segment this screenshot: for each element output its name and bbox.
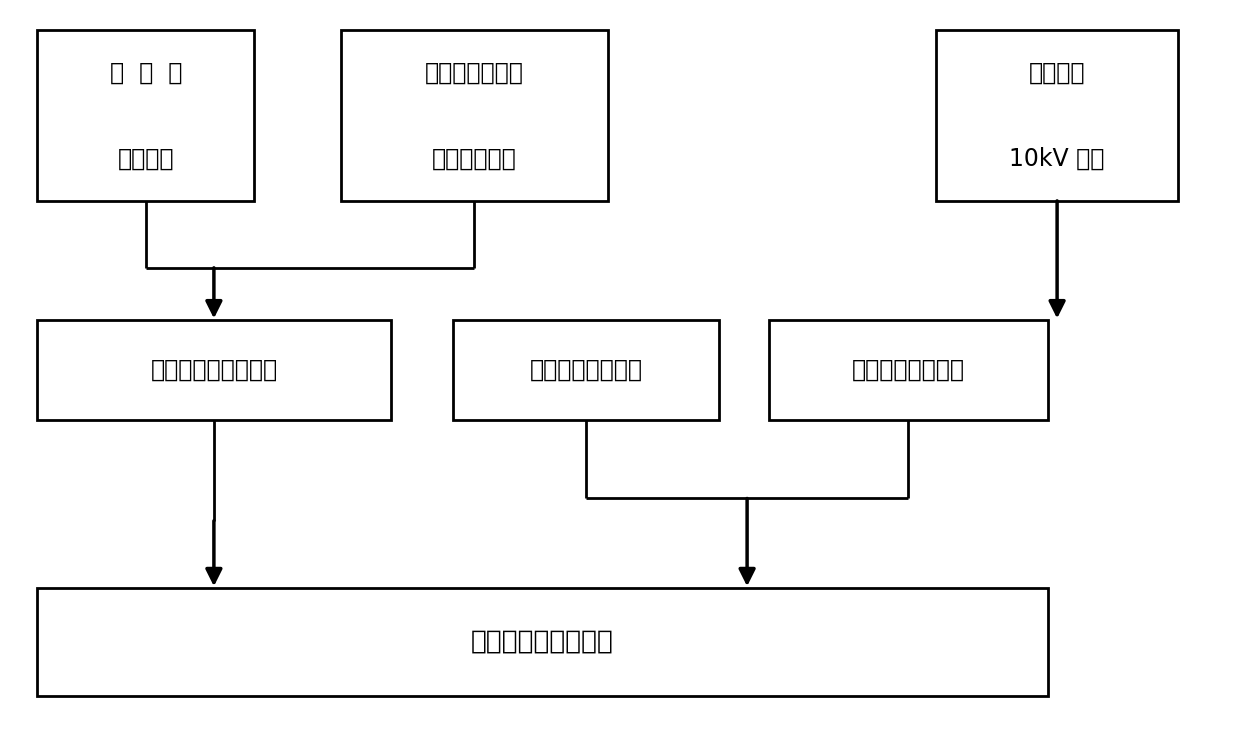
Text: 负荷最大需量设定: 负荷最大需量设定: [529, 358, 642, 382]
FancyBboxPatch shape: [37, 588, 1048, 696]
FancyBboxPatch shape: [453, 320, 719, 420]
Text: 热处理炉群工件配置: 热处理炉群工件配置: [150, 358, 278, 382]
FancyBboxPatch shape: [37, 30, 254, 201]
FancyBboxPatch shape: [769, 320, 1048, 420]
Text: 热处理工艺执行模块: 热处理工艺执行模块: [471, 629, 614, 655]
FancyBboxPatch shape: [37, 320, 391, 420]
FancyBboxPatch shape: [341, 30, 608, 201]
Text: 电阵炉群用电负

荷最优数据库: 电阵炉群用电负 荷最优数据库: [425, 60, 523, 170]
Text: 电阵炉群

10kV 母线: 电阵炉群 10kV 母线: [1009, 60, 1105, 170]
Text: 负荷需量电力参数: 负荷需量电力参数: [852, 358, 965, 382]
Text: 热  处  理

生产计划: 热 处 理 生产计划: [109, 60, 182, 170]
FancyBboxPatch shape: [936, 30, 1178, 201]
